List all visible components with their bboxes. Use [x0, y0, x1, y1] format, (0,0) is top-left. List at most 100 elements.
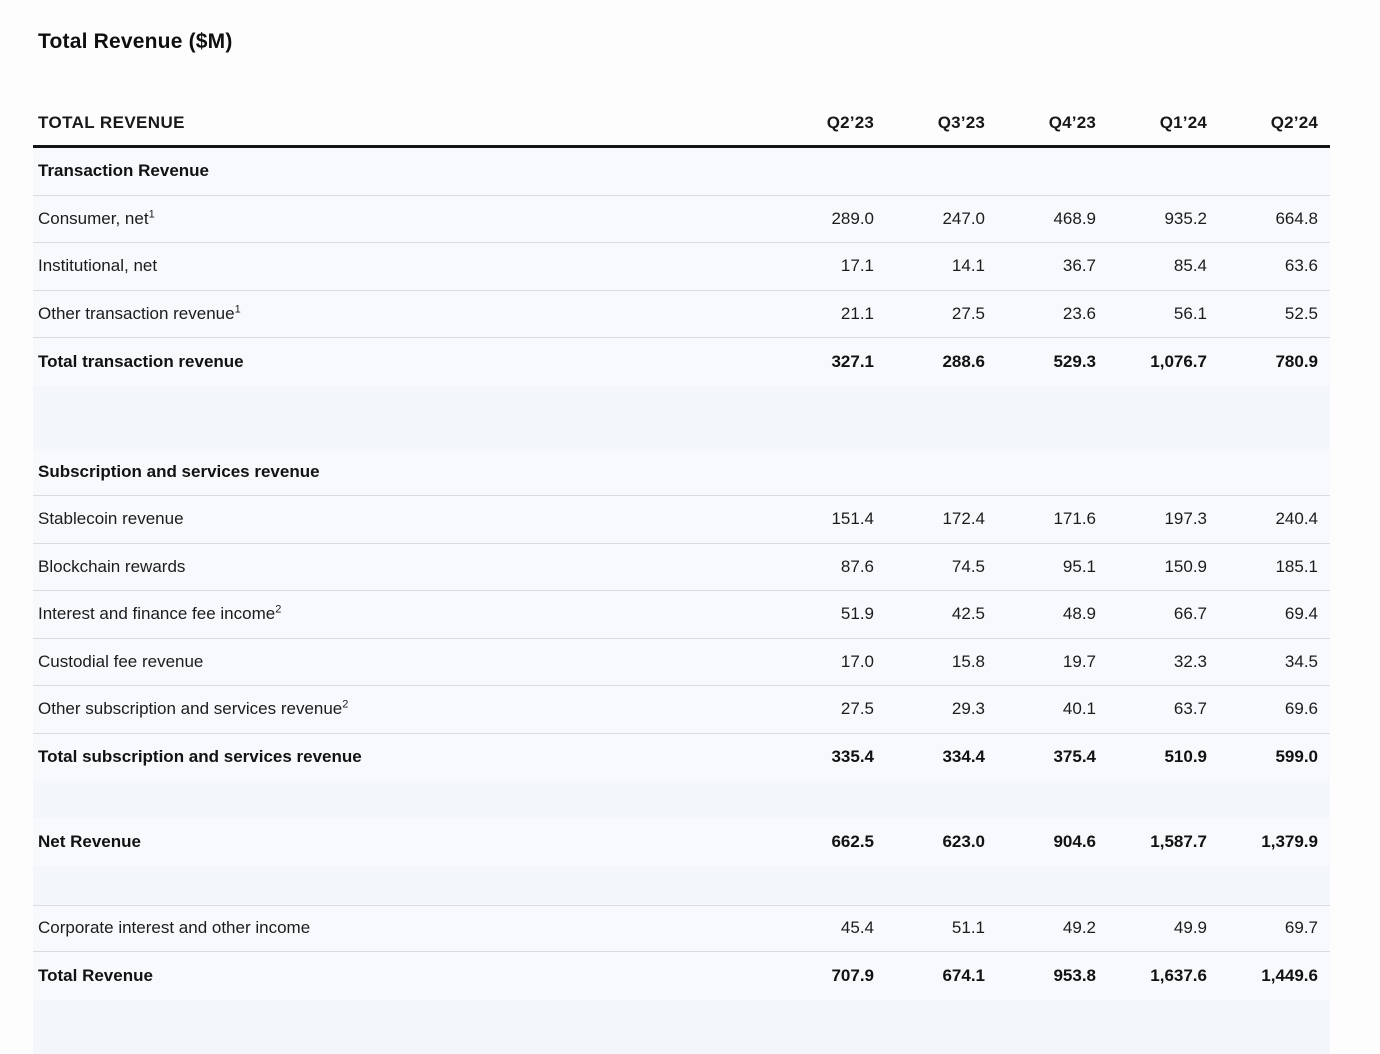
- cell-value: 52.5: [1284, 303, 1318, 323]
- table-row: Institutional, net 17.1 14.1 36.7 85.4 63.6: [33, 243, 1330, 291]
- cell-value: 17.0: [840, 651, 874, 671]
- row-label: Subscription and services revenue: [38, 461, 320, 481]
- row-label: Other transaction revenue1: [38, 303, 241, 323]
- cell-value: 87.6: [840, 556, 874, 576]
- cell-value: 48.9: [1062, 604, 1096, 624]
- table-row: Interest and finance fee income2 51.9 42.5…: [33, 591, 1330, 639]
- cell-value: 49.9: [1173, 918, 1207, 938]
- cell-value: 599.0: [1275, 747, 1318, 767]
- cell-value: 197.3: [1164, 509, 1207, 529]
- table-row: Consumer, net1 289.0 247.0 468.9 935.2 664.8: [33, 195, 1330, 243]
- column-header-quarter: Q4’23: [1048, 112, 1096, 132]
- table-row: Net Revenue 662.5 623.0 904.6 1,587.7 1,379.9: [33, 818, 1330, 866]
- row-label: Stablecoin revenue: [38, 509, 184, 529]
- cell-value: 36.7: [1062, 256, 1096, 276]
- section-gap: [33, 386, 1330, 449]
- table-row: Other transaction revenue1 21.1 27.5 23.6 56…: [33, 290, 1330, 338]
- cell-value: 240.4: [1275, 509, 1318, 529]
- cell-value: 171.6: [1053, 509, 1096, 529]
- cell-value: 63.7: [1173, 699, 1207, 719]
- cell-value: 51.1: [951, 918, 985, 938]
- section-gap: [33, 866, 1330, 905]
- cell-value: 468.9: [1053, 208, 1096, 228]
- table-row: Total Revenue 707.9 674.1 953.8 1,637.6 1,449…: [33, 952, 1330, 1000]
- cell-value: 27.5: [840, 699, 874, 719]
- cell-value: 935.2: [1164, 208, 1207, 228]
- row-label: Custodial fee revenue: [38, 651, 204, 671]
- table-row: Subscription and services revenue: [33, 448, 1330, 496]
- table-row: Blockchain rewards 87.6 74.5 95.1 150.9 185.1: [33, 543, 1330, 591]
- cell-value: 23.6: [1062, 303, 1096, 323]
- row-label: Institutional, net: [38, 256, 158, 276]
- cell-value: 953.8: [1053, 965, 1096, 985]
- cell-value: 662.5: [831, 831, 874, 851]
- cell-value: 49.2: [1062, 918, 1096, 938]
- cell-value: 69.4: [1284, 604, 1318, 624]
- revenue-table: TOTAL REVENUE Q2’23 Q3’23 Q4’23 Q1’24 Q2’24 …: [33, 100, 1330, 1054]
- cell-value: 150.9: [1164, 556, 1207, 576]
- table-row: Custodial fee revenue 17.0 15.8 19.7 32.3 34.…: [33, 638, 1330, 686]
- table-body: Transaction Revenue Consumer, net1 289.0 24…: [33, 148, 1330, 1054]
- cell-value: 14.1: [951, 256, 985, 276]
- table-row: Transaction Revenue: [33, 148, 1330, 196]
- row-label: Consumer, net1: [38, 208, 155, 228]
- cell-value: 780.9: [1275, 351, 1318, 371]
- cell-value: 510.9: [1164, 747, 1207, 767]
- cell-value: 664.8: [1275, 208, 1318, 228]
- cell-value: 623.0: [942, 831, 985, 851]
- cell-value: 707.9: [831, 965, 874, 985]
- column-header-quarter: Q2’23: [826, 112, 874, 132]
- cell-value: 66.7: [1173, 604, 1207, 624]
- cell-value: 15.8: [951, 651, 985, 671]
- cell-value: 27.5: [951, 303, 985, 323]
- cell-value: 95.1: [1062, 556, 1096, 576]
- cell-value: 1,587.7: [1150, 831, 1207, 851]
- cell-value: 42.5: [951, 604, 985, 624]
- row-label: Other subscription and services revenue2: [38, 698, 349, 719]
- row-label: Corporate interest and other income: [38, 918, 311, 938]
- cell-value: 21.1: [840, 303, 874, 323]
- cell-value: 247.0: [942, 208, 985, 228]
- row-label: Blockchain rewards: [38, 556, 186, 576]
- row-label: Total subscription and services revenue: [38, 747, 362, 767]
- cell-value: 85.4: [1173, 256, 1207, 276]
- cell-value: 185.1: [1275, 556, 1318, 576]
- cell-value: 32.3: [1173, 651, 1207, 671]
- cell-value: 69.6: [1284, 699, 1318, 719]
- cell-value: 17.1: [840, 256, 874, 276]
- cell-value: 45.4: [840, 918, 874, 938]
- cell-value: 151.4: [831, 509, 874, 529]
- cell-value: 69.7: [1284, 918, 1318, 938]
- table-header-row: TOTAL REVENUE Q2’23 Q3’23 Q4’23 Q1’24 Q2’24: [33, 100, 1330, 148]
- cell-value: 1,379.9: [1261, 831, 1318, 851]
- cell-value: 172.4: [942, 509, 985, 529]
- cell-value: 674.1: [942, 965, 985, 985]
- cell-value: 1,637.6: [1150, 965, 1207, 985]
- cell-value: 51.9: [840, 604, 874, 624]
- cell-value: 375.4: [1053, 747, 1096, 767]
- row-label: Total Revenue: [38, 965, 153, 985]
- cell-value: 289.0: [831, 208, 874, 228]
- section-gap: [33, 781, 1330, 818]
- cell-value: 288.6: [942, 351, 985, 371]
- cell-value: 34.5: [1284, 651, 1318, 671]
- footnote-marker: 1: [148, 208, 155, 221]
- table-row: Total transaction revenue 327.1 288.6 529.3…: [33, 338, 1330, 386]
- table-row: Total subscription and services revenue 3…: [33, 733, 1330, 781]
- row-label: Total transaction revenue: [38, 351, 244, 371]
- footnote-marker: 2: [342, 698, 349, 711]
- column-header-quarter: Q1’24: [1159, 112, 1207, 132]
- cell-value: 529.3: [1053, 351, 1096, 371]
- cell-value: 63.6: [1284, 256, 1318, 276]
- cell-value: 56.1: [1173, 303, 1207, 323]
- cell-value: 327.1: [831, 351, 874, 371]
- cell-value: 19.7: [1062, 651, 1096, 671]
- page-title: Total Revenue ($M): [38, 30, 233, 53]
- cell-value: 40.1: [1062, 699, 1096, 719]
- table-row: Corporate interest and other income 45.4 5…: [33, 904, 1330, 952]
- cell-value: 29.3: [951, 699, 985, 719]
- cell-value: 335.4: [831, 747, 874, 767]
- cell-value: 334.4: [942, 747, 985, 767]
- row-label: Net Revenue: [38, 831, 141, 851]
- cell-value: 904.6: [1053, 831, 1096, 851]
